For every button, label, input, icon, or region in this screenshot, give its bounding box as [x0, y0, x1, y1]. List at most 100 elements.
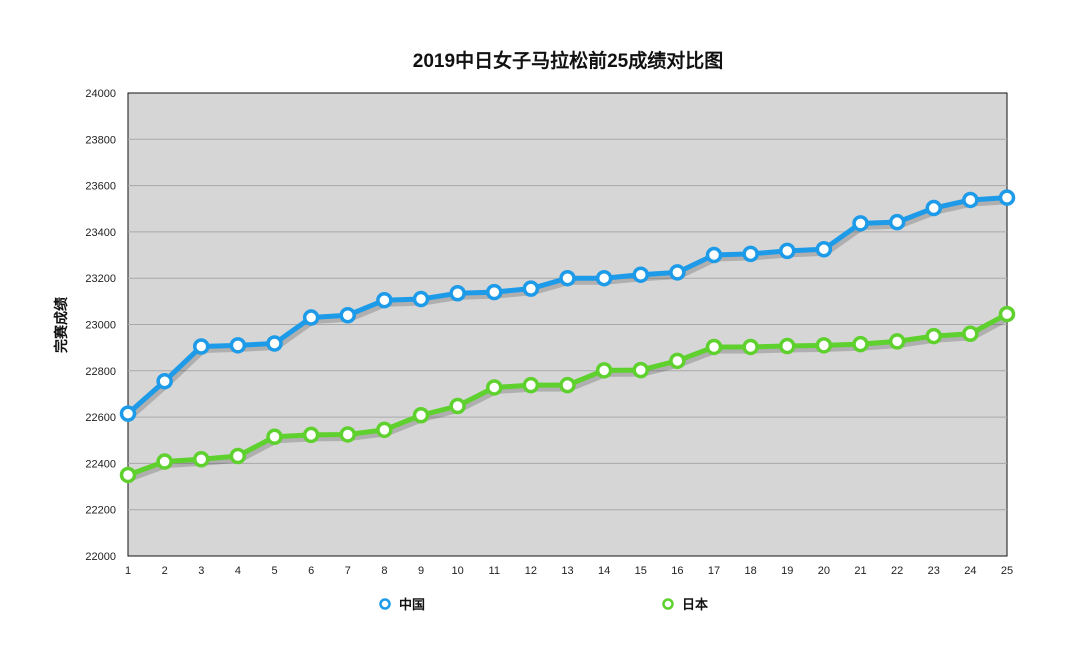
series-1: [119, 189, 1016, 422]
data-point: [925, 199, 942, 217]
x-tick-label: 10: [452, 565, 464, 577]
legend-item: 日本: [662, 597, 708, 612]
data-point: [522, 280, 540, 297]
y-tick-label: 23000: [85, 320, 116, 332]
x-axis-ticks: 1 2 3 4 5 6 7 8 9 10 11 12 13 14 15 16 17 18 19 20 21 22 23 24 2…: [125, 565, 1013, 577]
data-point: [779, 242, 796, 260]
y-tick-label: 23600: [85, 181, 116, 193]
data-point: [449, 284, 466, 302]
data-point: [302, 426, 320, 444]
x-tick-label: 5: [271, 565, 277, 577]
x-tick-label: 20: [818, 565, 830, 577]
x-tick-label: 3: [198, 565, 204, 577]
data-point: [705, 338, 723, 356]
x-tick-label: 11: [489, 565, 500, 577]
x-tick-label: 15: [635, 565, 647, 577]
data-point: [376, 291, 393, 309]
data-point: [193, 338, 210, 355]
x-tick-label: 2: [162, 565, 168, 577]
data-point: [632, 266, 649, 283]
legend-item: 中国: [379, 597, 425, 612]
data-point: [852, 215, 869, 232]
data-point: [266, 335, 283, 352]
y-tick-label: 22600: [85, 412, 116, 424]
data-point: [632, 361, 649, 379]
x-tick-label: 7: [345, 565, 351, 577]
x-tick-label: 21: [854, 565, 866, 577]
data-point: [339, 306, 356, 324]
x-tick-label: 9: [418, 565, 424, 577]
y-tick-label: 22000: [85, 551, 116, 563]
data-point: [815, 241, 833, 258]
data-point: [998, 189, 1016, 206]
data-point: [888, 213, 906, 231]
y-axis-ticks: 22000 22200 22400 22600 22800 23000 23200 23400…: [85, 88, 116, 563]
data-point: [486, 283, 503, 301]
data-point: [962, 325, 979, 343]
data-point: [156, 453, 173, 470]
x-tick-label: 23: [928, 565, 940, 577]
data-point: [669, 264, 686, 281]
legend: 中国 日本: [379, 597, 708, 612]
x-tick-label: 14: [598, 565, 610, 577]
y-tick-label: 24000: [85, 88, 116, 100]
data-point: [925, 327, 942, 345]
x-tick-label: 13: [561, 565, 573, 577]
data-point: [412, 406, 430, 424]
data-point: [119, 466, 137, 484]
data-point: [779, 337, 796, 355]
data-point: [669, 352, 686, 370]
data-point: [852, 335, 869, 353]
data-point: [998, 305, 1016, 323]
y-tick-label: 23200: [85, 273, 116, 285]
data-point: [559, 376, 576, 394]
data-point: [302, 309, 320, 326]
chart-title: 2019中日女子马拉松前25成绩对比图: [413, 49, 723, 72]
data-point: [962, 191, 979, 209]
data-point: [595, 362, 613, 379]
series-2: [119, 305, 1016, 484]
y-tick-label: 22400: [85, 458, 116, 470]
data-point: [742, 245, 759, 263]
data-point: [266, 428, 283, 446]
data-point: [705, 246, 723, 264]
x-tick-label: 4: [235, 565, 241, 577]
data-point: [376, 421, 393, 439]
y-axis-label: 完赛成绩: [53, 297, 69, 353]
data-point: [339, 426, 356, 443]
x-tick-label: 18: [745, 565, 757, 577]
x-tick-label: 1: [125, 565, 131, 577]
data-point: [156, 372, 173, 390]
legend-marker: [662, 598, 674, 610]
x-tick-label: 25: [1001, 565, 1013, 577]
data-point: [815, 337, 833, 354]
data-point: [888, 333, 906, 350]
legend-label: 中国: [399, 597, 425, 612]
y-tick-label: 22800: [85, 366, 116, 378]
data-point: [412, 290, 430, 308]
data-point: [595, 269, 613, 287]
data-point: [449, 397, 466, 415]
y-tick-label: 23400: [85, 227, 116, 239]
data-point: [522, 376, 540, 394]
y-tick-label: 22200: [85, 505, 116, 517]
data-point: [742, 338, 759, 356]
x-tick-label: 6: [308, 565, 314, 577]
legend-marker: [379, 598, 391, 610]
x-tick-label: 24: [964, 565, 976, 577]
data-point: [486, 379, 503, 396]
x-tick-label: 16: [671, 565, 683, 577]
x-tick-label: 17: [708, 565, 720, 577]
data-point: [559, 269, 576, 287]
x-tick-label: 19: [781, 565, 793, 577]
data-point: [193, 450, 210, 468]
x-tick-label: 8: [381, 565, 387, 577]
x-tick-label: 12: [525, 565, 537, 577]
legend-label: 日本: [682, 597, 708, 612]
series-group: [119, 189, 1016, 484]
x-tick-label: 22: [891, 565, 903, 577]
data-point: [229, 337, 247, 354]
data-point: [119, 405, 137, 422]
y-tick-label: 23800: [85, 134, 116, 146]
